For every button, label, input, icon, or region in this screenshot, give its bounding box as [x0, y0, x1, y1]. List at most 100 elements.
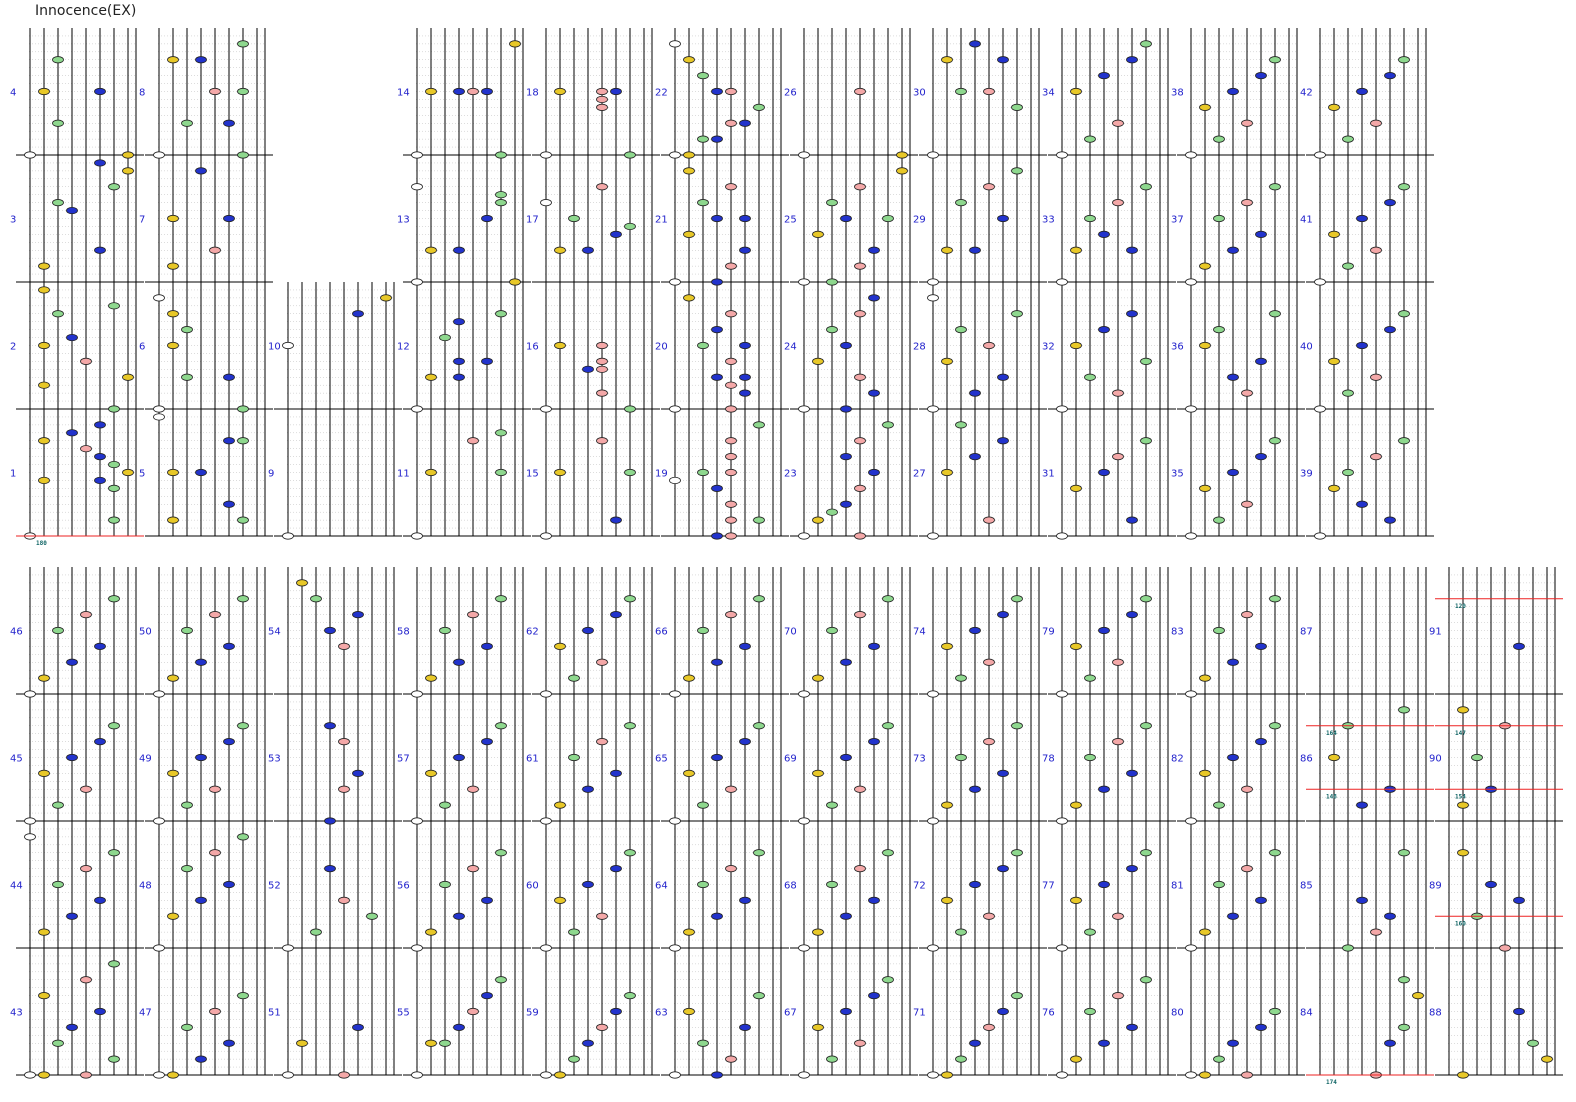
- note-white: [1056, 817, 1068, 825]
- note-red: [80, 785, 92, 793]
- note-blue: [997, 611, 1009, 619]
- note-blue: [453, 373, 465, 381]
- note-yellow: [122, 468, 134, 477]
- note-green: [1140, 595, 1152, 603]
- note-red: [1370, 453, 1382, 461]
- note-white: [1185, 817, 1197, 825]
- note-blue: [223, 214, 235, 223]
- note-white: [927, 532, 939, 540]
- bpm-label: 164: [1326, 730, 1337, 737]
- note-green: [495, 151, 507, 159]
- note-blue: [352, 611, 364, 619]
- note-green: [882, 849, 894, 857]
- note-red: [725, 87, 737, 96]
- note-blue: [1227, 753, 1239, 762]
- note-yellow: [38, 437, 50, 445]
- note-white: [798, 532, 810, 540]
- note-white: [1056, 151, 1068, 159]
- measure-number: 79: [1042, 627, 1055, 638]
- note-blue: [352, 310, 364, 318]
- measure-number: 20: [655, 342, 668, 353]
- note-green: [624, 468, 636, 477]
- note-blue: [1356, 214, 1368, 223]
- note-green: [753, 595, 765, 603]
- chart-column: 80 81 82 83: [1171, 567, 1305, 1079]
- note-blue: [997, 214, 1009, 223]
- note-blue: [453, 912, 465, 920]
- note-blue: [453, 1023, 465, 1031]
- measure-number: 4: [10, 88, 16, 99]
- note-blue: [610, 769, 622, 777]
- note-red: [725, 500, 737, 508]
- note-yellow: [1328, 103, 1340, 111]
- chart-column: 55 56 57 58: [397, 567, 531, 1079]
- measure-number: 15: [526, 469, 539, 480]
- note-white: [669, 817, 681, 825]
- measure-number: 17: [526, 215, 539, 226]
- note-yellow: [554, 341, 566, 350]
- note-green: [1342, 135, 1354, 143]
- note-blue: [840, 912, 852, 920]
- note-blue: [195, 658, 207, 666]
- note-green: [697, 801, 709, 809]
- note-blue: [840, 753, 852, 762]
- note-green: [1342, 944, 1354, 952]
- note-blue: [1513, 1007, 1525, 1016]
- note-red: [983, 1023, 995, 1031]
- chart-column: 63 64 65 66: [655, 567, 789, 1079]
- note-blue: [195, 896, 207, 904]
- note-green: [439, 333, 451, 342]
- note-yellow: [1412, 992, 1424, 1000]
- note-blue: [840, 658, 852, 666]
- measure-number: 5: [139, 469, 145, 480]
- note-white: [1185, 405, 1197, 413]
- note-yellow: [812, 1023, 824, 1031]
- note-blue: [1356, 341, 1368, 350]
- note-red: [467, 437, 479, 445]
- note-blue: [94, 453, 106, 461]
- note-green: [52, 880, 64, 889]
- note-white: [1056, 532, 1068, 540]
- note-yellow: [38, 286, 50, 294]
- note-blue: [610, 611, 622, 619]
- note-green: [1140, 40, 1152, 48]
- note-red: [1370, 119, 1382, 127]
- note-white: [540, 1071, 552, 1079]
- note-white: [411, 151, 423, 159]
- note-yellow: [812, 516, 824, 524]
- note-red: [1112, 738, 1124, 746]
- note-white: [798, 690, 810, 698]
- measure-number: 41: [1300, 215, 1313, 226]
- note-green: [181, 865, 193, 873]
- measure-number: 40: [1300, 342, 1313, 353]
- note-green: [882, 976, 894, 984]
- note-blue: [1384, 199, 1396, 207]
- note-green: [1213, 1055, 1225, 1063]
- note-green: [753, 849, 765, 857]
- note-red: [1241, 119, 1253, 127]
- note-red: [1370, 373, 1382, 381]
- note-blue: [1126, 769, 1138, 777]
- measure-number: 25: [784, 215, 797, 226]
- note-white: [153, 405, 165, 413]
- note-yellow: [425, 87, 437, 96]
- note-yellow: [38, 476, 50, 485]
- note-blue: [711, 278, 723, 286]
- note-blue: [481, 896, 493, 904]
- note-green: [181, 373, 193, 381]
- measure-number: 38: [1171, 88, 1184, 99]
- note-red: [725, 357, 737, 365]
- note-green: [108, 1055, 120, 1063]
- note-blue: [711, 326, 723, 334]
- note-yellow: [1199, 341, 1211, 350]
- note-yellow: [941, 1071, 953, 1079]
- note-green: [826, 326, 838, 334]
- note-yellow: [509, 40, 521, 48]
- measure-number: 22: [655, 88, 668, 99]
- note-white: [153, 151, 165, 159]
- note-green: [1084, 753, 1096, 762]
- note-green: [1011, 992, 1023, 1000]
- note-white: [669, 476, 681, 485]
- measure-number: 27: [913, 469, 926, 480]
- note-green: [108, 960, 120, 968]
